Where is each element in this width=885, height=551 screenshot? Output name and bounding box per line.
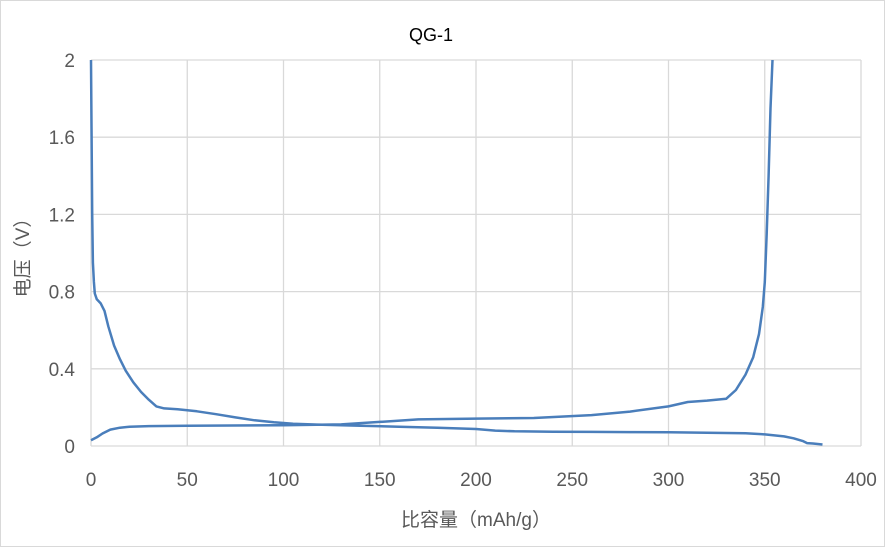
y-axis-label: 电压（V） (12, 209, 34, 298)
grid (90, 59, 862, 447)
y-tick-label: 2 (64, 51, 75, 72)
x-tick-label: 350 (749, 470, 781, 491)
series-group (89, 59, 823, 446)
x-tick-label: 300 (653, 470, 685, 491)
y-tick-label: 1.2 (49, 205, 75, 226)
y-tick-label: 0 (64, 437, 75, 458)
x-tick-labels: 0 50 100 150 200 250 300 350 400 (86, 470, 877, 491)
x-tick-label: 250 (556, 470, 588, 491)
x-tick-label: 0 (86, 470, 97, 491)
x-tick-label: 200 (460, 470, 492, 491)
x-tick-label: 400 (845, 470, 877, 491)
x-axis-label: 比容量（mAh/g） (401, 509, 551, 531)
series-line-2 (90, 59, 774, 442)
x-tick-label: 150 (364, 470, 396, 491)
x-tick-label: 100 (268, 470, 300, 491)
y-tick-label: 0.8 (49, 283, 75, 304)
y-tick-label: 0.4 (49, 360, 76, 381)
y-tick-label: 1.6 (49, 128, 75, 149)
x-tick-label: 50 (177, 470, 198, 491)
y-tick-labels: 0 0.4 0.8 1.2 1.6 2 (49, 51, 76, 458)
chart-title: QG-1 (409, 25, 453, 45)
series-line-1 (89, 59, 823, 446)
